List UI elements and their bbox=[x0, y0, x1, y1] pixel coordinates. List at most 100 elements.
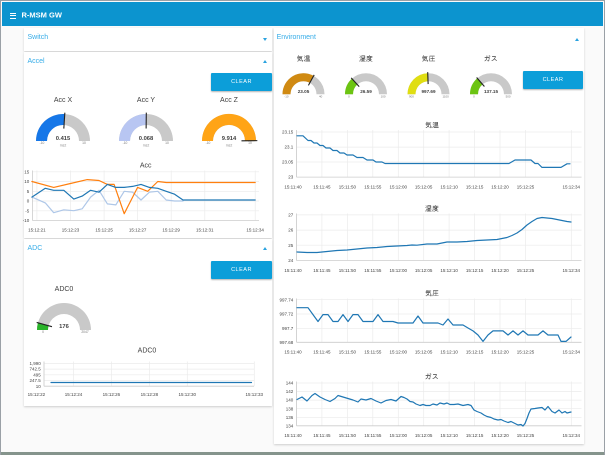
svg-text:15:11:45: 15:11:45 bbox=[313, 433, 331, 438]
svg-text:15:12:34: 15:12:34 bbox=[246, 228, 264, 233]
svg-text:15:12:05: 15:12:05 bbox=[415, 433, 433, 438]
svg-text:2047: 2047 bbox=[81, 330, 89, 334]
svg-text:15:12:20: 15:12:20 bbox=[491, 184, 509, 189]
svg-text:23.05: 23.05 bbox=[282, 160, 294, 165]
svg-text:25: 25 bbox=[288, 243, 294, 248]
svg-text:15:12:34: 15:12:34 bbox=[563, 350, 581, 355]
svg-text:15:12:34: 15:12:34 bbox=[563, 268, 581, 273]
svg-text:Acc: Acc bbox=[140, 163, 152, 170]
svg-text:15:11:50: 15:11:50 bbox=[339, 350, 357, 355]
svg-text:15:12:21: 15:12:21 bbox=[28, 228, 46, 233]
svg-text:142: 142 bbox=[286, 389, 294, 394]
svg-text:5: 5 bbox=[27, 189, 30, 194]
svg-text:15:12:22: 15:12:22 bbox=[28, 392, 46, 397]
svg-text:137.15: 137.15 bbox=[484, 89, 498, 94]
svg-text:15:11:40: 15:11:40 bbox=[284, 268, 302, 273]
svg-text:15:12:20: 15:12:20 bbox=[491, 433, 509, 438]
svg-text:15:12:25: 15:12:25 bbox=[517, 268, 535, 273]
svg-text:-10: -10 bbox=[206, 141, 211, 145]
svg-text:10: 10 bbox=[24, 179, 30, 184]
svg-text:26: 26 bbox=[288, 228, 294, 233]
svg-text:997.68: 997.68 bbox=[280, 340, 294, 345]
svg-text:27: 27 bbox=[288, 213, 294, 218]
svg-text:138: 138 bbox=[286, 406, 294, 411]
svg-text:23.05: 23.05 bbox=[298, 89, 310, 94]
svg-text:15:12:25: 15:12:25 bbox=[517, 433, 535, 438]
svg-text:-10: -10 bbox=[40, 141, 45, 145]
svg-text:15:11:50: 15:11:50 bbox=[339, 268, 357, 273]
svg-text:23.15: 23.15 bbox=[282, 130, 294, 135]
svg-text:0: 0 bbox=[42, 330, 44, 334]
svg-text:136: 136 bbox=[286, 415, 294, 420]
svg-text:144: 144 bbox=[286, 381, 294, 386]
svg-text:Acc X: Acc X bbox=[54, 97, 73, 104]
svg-text:15:12:10: 15:12:10 bbox=[440, 184, 458, 189]
svg-text:15:12:31: 15:12:31 bbox=[196, 228, 214, 233]
svg-text:0: 0 bbox=[473, 95, 475, 99]
svg-text:24: 24 bbox=[288, 258, 294, 263]
svg-text:15:12:28: 15:12:28 bbox=[141, 392, 159, 397]
svg-text:15:12:00: 15:12:00 bbox=[390, 433, 408, 438]
svg-text:15:12:34: 15:12:34 bbox=[563, 184, 581, 189]
svg-text:10: 10 bbox=[165, 141, 169, 145]
svg-text:ADC0: ADC0 bbox=[55, 286, 74, 293]
svg-text:900: 900 bbox=[409, 95, 414, 99]
svg-text:9.914: 9.914 bbox=[222, 136, 237, 142]
svg-text:997.74: 997.74 bbox=[280, 297, 294, 302]
svg-text:0: 0 bbox=[27, 199, 30, 204]
svg-text:997.7: 997.7 bbox=[282, 326, 294, 331]
svg-text:140: 140 bbox=[286, 398, 294, 403]
svg-text:15:12:00: 15:12:00 bbox=[390, 184, 408, 189]
svg-text:15:12:24: 15:12:24 bbox=[65, 392, 83, 397]
svg-text:-10: -10 bbox=[23, 218, 30, 223]
svg-text:10: 10 bbox=[248, 141, 252, 145]
svg-text:ms2: ms2 bbox=[60, 143, 67, 147]
svg-text:15:12:33: 15:12:33 bbox=[246, 392, 264, 397]
svg-text:0.415: 0.415 bbox=[56, 136, 71, 142]
svg-text:100: 100 bbox=[381, 95, 386, 99]
svg-text:15:12:23: 15:12:23 bbox=[62, 228, 80, 233]
svg-text:1100: 1100 bbox=[442, 95, 449, 99]
svg-text:15:12:26: 15:12:26 bbox=[103, 392, 121, 397]
svg-text:15:11:50: 15:11:50 bbox=[339, 184, 357, 189]
svg-text:15:12:05: 15:12:05 bbox=[415, 184, 433, 189]
svg-text:-10: -10 bbox=[284, 95, 289, 99]
svg-text:15:12:15: 15:12:15 bbox=[466, 433, 484, 438]
svg-text:176: 176 bbox=[59, 324, 69, 330]
svg-text:0: 0 bbox=[348, 95, 350, 99]
svg-text:15:12:15: 15:12:15 bbox=[466, 350, 484, 355]
svg-text:15:12:25: 15:12:25 bbox=[517, 350, 535, 355]
svg-text:15:11:40: 15:11:40 bbox=[284, 433, 302, 438]
svg-text:26.59: 26.59 bbox=[360, 89, 372, 94]
svg-text:-10: -10 bbox=[123, 141, 128, 145]
svg-text:15:12:34: 15:12:34 bbox=[563, 433, 581, 438]
svg-text:-5: -5 bbox=[25, 208, 29, 213]
svg-text:15:12:05: 15:12:05 bbox=[415, 268, 433, 273]
svg-text:15:12:10: 15:12:10 bbox=[440, 433, 458, 438]
svg-text:15:12:10: 15:12:10 bbox=[440, 350, 458, 355]
svg-text:Acc Y: Acc Y bbox=[137, 97, 155, 104]
svg-text:15:11:40: 15:11:40 bbox=[284, 184, 302, 189]
svg-text:15:11:55: 15:11:55 bbox=[364, 184, 382, 189]
svg-text:15:11:40: 15:11:40 bbox=[284, 350, 302, 355]
svg-text:15:12:25: 15:12:25 bbox=[95, 228, 113, 233]
svg-text:15:12:00: 15:12:00 bbox=[390, 350, 408, 355]
svg-text:742.5: 742.5 bbox=[30, 367, 42, 372]
svg-text:Acc Z: Acc Z bbox=[220, 97, 239, 104]
svg-text:1,990: 1,990 bbox=[30, 361, 42, 366]
svg-text:15:12:15: 15:12:15 bbox=[466, 184, 484, 189]
svg-text:15:12:25: 15:12:25 bbox=[517, 184, 535, 189]
svg-text:ms2: ms2 bbox=[143, 143, 150, 147]
svg-text:15:11:45: 15:11:45 bbox=[313, 268, 331, 273]
svg-text:15:12:05: 15:12:05 bbox=[415, 350, 433, 355]
svg-text:40: 40 bbox=[319, 95, 323, 99]
svg-text:15:12:30: 15:12:30 bbox=[179, 392, 197, 397]
svg-text:23: 23 bbox=[288, 175, 294, 180]
svg-text:500: 500 bbox=[506, 95, 511, 99]
svg-text:15:11:45: 15:11:45 bbox=[313, 184, 331, 189]
svg-text:495: 495 bbox=[33, 372, 41, 377]
svg-text:15:11:45: 15:11:45 bbox=[313, 350, 331, 355]
svg-text:15:12:29: 15:12:29 bbox=[162, 228, 180, 233]
svg-text:ms2: ms2 bbox=[226, 143, 233, 147]
svg-text:10: 10 bbox=[36, 384, 42, 389]
